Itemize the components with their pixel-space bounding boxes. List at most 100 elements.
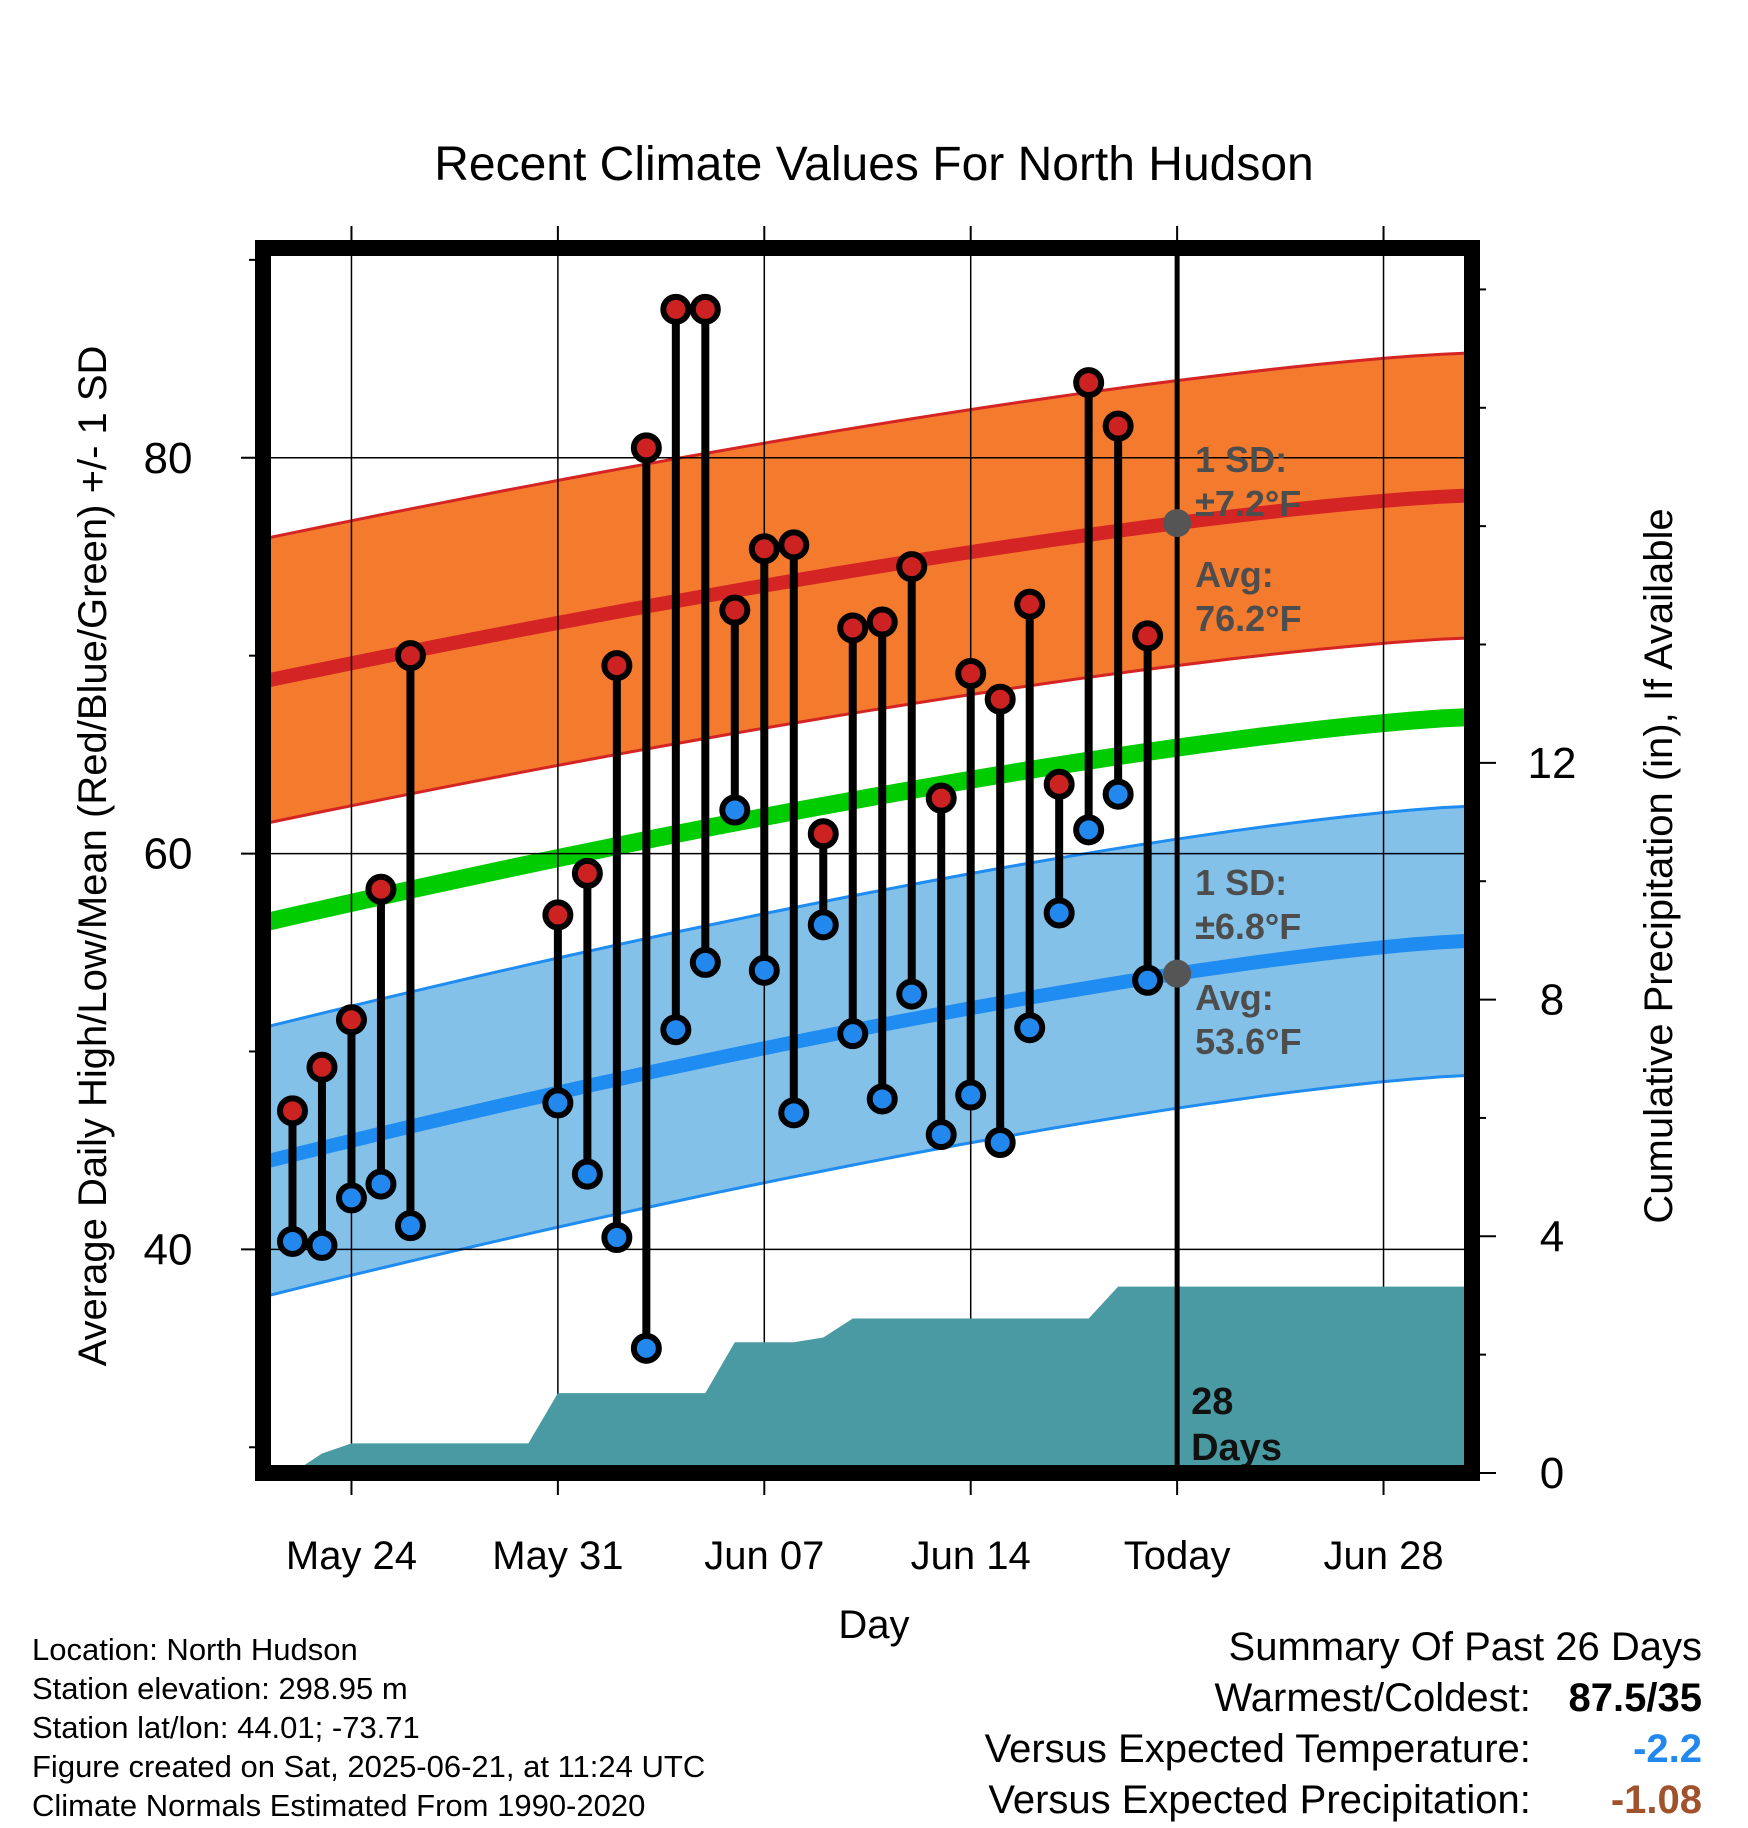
low-temp-point <box>719 794 751 826</box>
high-temp-point <box>1132 620 1164 652</box>
low-temp-point <box>1102 778 1134 810</box>
y2-tick-label: 8 <box>1540 976 1564 1025</box>
low-temp-point <box>1014 1012 1046 1044</box>
x-tick-label: Jun 14 <box>911 1534 1031 1578</box>
high-sd-value: ±7.2°F <box>1195 483 1301 524</box>
mean-average-line <box>260 708 1473 932</box>
station-info: Location: North Hudson Station elevation… <box>32 1630 705 1825</box>
low-temp-point <box>276 1225 308 1257</box>
summary-temp-label: Versus Expected Temperature: <box>984 1727 1531 1771</box>
low-temp-point <box>1132 964 1164 996</box>
high-temp-point <box>984 683 1016 715</box>
low-temp-point <box>335 1182 367 1214</box>
low-band-upper-edge <box>262 804 1473 1030</box>
low-sd-label: 1 SD: <box>1195 862 1287 903</box>
high-sd-label: 1 SD: <box>1195 439 1287 480</box>
summary-warmest-value: 87.5/35 <box>1568 1676 1702 1720</box>
low-temp-point <box>601 1221 633 1253</box>
high-temp-point <box>601 650 633 682</box>
precipitation-area <box>292 1286 1472 1473</box>
x-axis-label: Day <box>838 1603 909 1647</box>
high-temp-point <box>1043 768 1075 800</box>
high-temp-point <box>778 529 810 561</box>
low-temp-point <box>1073 814 1105 846</box>
high-temp-point <box>571 857 603 889</box>
high-temp-point <box>807 818 839 850</box>
low-temp-point <box>394 1210 426 1242</box>
low-temp-point <box>542 1087 574 1119</box>
high-temp-point <box>335 1004 367 1036</box>
summary-precip-label: Versus Expected Precipitation: <box>988 1778 1531 1822</box>
info-elevation: Station elevation: 298.95 m <box>32 1671 408 1706</box>
high-temp-point <box>837 612 869 644</box>
x-tick-label: Today <box>1124 1534 1231 1578</box>
y2-tick-label: 4 <box>1540 1212 1564 1261</box>
low-avg-label: Avg: <box>1195 977 1274 1018</box>
high-temp-point <box>1073 367 1105 399</box>
high-temp-point <box>719 594 751 626</box>
low-temp-point <box>778 1097 810 1129</box>
high-temp-point <box>896 551 928 583</box>
info-created: Figure created on Sat, 2025-06-21, at 11… <box>32 1749 706 1784</box>
y-tick-label: 40 <box>144 1225 193 1274</box>
high-avg-value: 76.2°F <box>1195 598 1301 639</box>
y2-tick-label: 0 <box>1540 1449 1564 1498</box>
summary-warmest-label: Warmest/Coldest: <box>1214 1676 1531 1720</box>
y-tick-label: 80 <box>144 434 193 483</box>
low-temp-point <box>306 1229 338 1261</box>
x-tick-label: May 24 <box>286 1534 417 1578</box>
high-temp-point <box>365 873 397 905</box>
high-band-lower-edge <box>262 636 1473 826</box>
summary-panel: Summary Of Past 26 Days Warmest/Coldest:… <box>985 1622 1702 1826</box>
high-temp-point <box>866 606 898 638</box>
info-normals: Climate Normals Estimated From 1990-2020 <box>32 1788 646 1823</box>
low-temp-point <box>866 1083 898 1115</box>
low-temp-point <box>365 1168 397 1200</box>
low-temp-point <box>748 954 780 986</box>
low-temp-point <box>630 1332 662 1364</box>
high-average-line <box>261 488 1473 689</box>
high-temp-point <box>955 657 987 689</box>
precip-days-unit: Days <box>1191 1427 1282 1469</box>
plot-frame <box>255 240 1480 1481</box>
y-tick-label: 60 <box>144 830 193 879</box>
x-tick-label: Jun 28 <box>1323 1534 1443 1578</box>
low-temp-point <box>807 909 839 941</box>
summary-precip-value: -1.08 <box>1610 1778 1702 1822</box>
today-low-average-marker <box>1163 959 1192 988</box>
x-tick-label: Jun 07 <box>704 1534 824 1578</box>
high-temp-point <box>542 899 574 931</box>
high-temp-point <box>689 293 721 325</box>
y2-axis-label: Cumulative Precipitation (in), If Availa… <box>1637 508 1681 1223</box>
low-temp-point <box>660 1014 692 1046</box>
summary-title: Summary Of Past 26 Days <box>1228 1625 1702 1669</box>
info-location: Location: North Hudson <box>32 1632 358 1667</box>
summary-precip-row: Versus Expected Precipitation: -1.08 <box>985 1775 1702 1826</box>
high-temp-point <box>748 533 780 565</box>
low-temp-point <box>837 1018 869 1050</box>
high-temp-point <box>1014 588 1046 620</box>
info-latlon: Station lat/lon: 44.01; -73.71 <box>32 1710 420 1745</box>
high-avg-label: Avg: <box>1195 554 1274 595</box>
high-temp-point <box>394 640 426 672</box>
high-temp-point <box>630 432 662 464</box>
axes: 40 60 80 0 4 8 12 May 24 May 31 Jun 07 Jun 14 Today… <box>144 226 1577 1578</box>
high-temp-point <box>1102 410 1134 442</box>
low-temp-point <box>955 1079 987 1111</box>
x-tick-label: May 31 <box>492 1534 623 1578</box>
low-temp-point <box>984 1127 1016 1159</box>
low-temp-point <box>571 1158 603 1190</box>
summary-temp-value: -2.2 <box>1633 1727 1702 1771</box>
chart-title: Recent Climate Values For North Hudson <box>434 138 1314 191</box>
high-band <box>263 352 1472 824</box>
high-temp-point <box>276 1095 308 1127</box>
low-band-lower-edge <box>262 1073 1473 1299</box>
summary-temp-row: Versus Expected Temperature: -2.2 <box>985 1724 1702 1775</box>
low-temp-point <box>689 946 721 978</box>
high-temp-point <box>306 1051 338 1083</box>
high-band-upper-edge <box>262 351 1473 541</box>
y2-tick-label: 12 <box>1528 739 1577 788</box>
low-temp-point <box>896 978 928 1010</box>
